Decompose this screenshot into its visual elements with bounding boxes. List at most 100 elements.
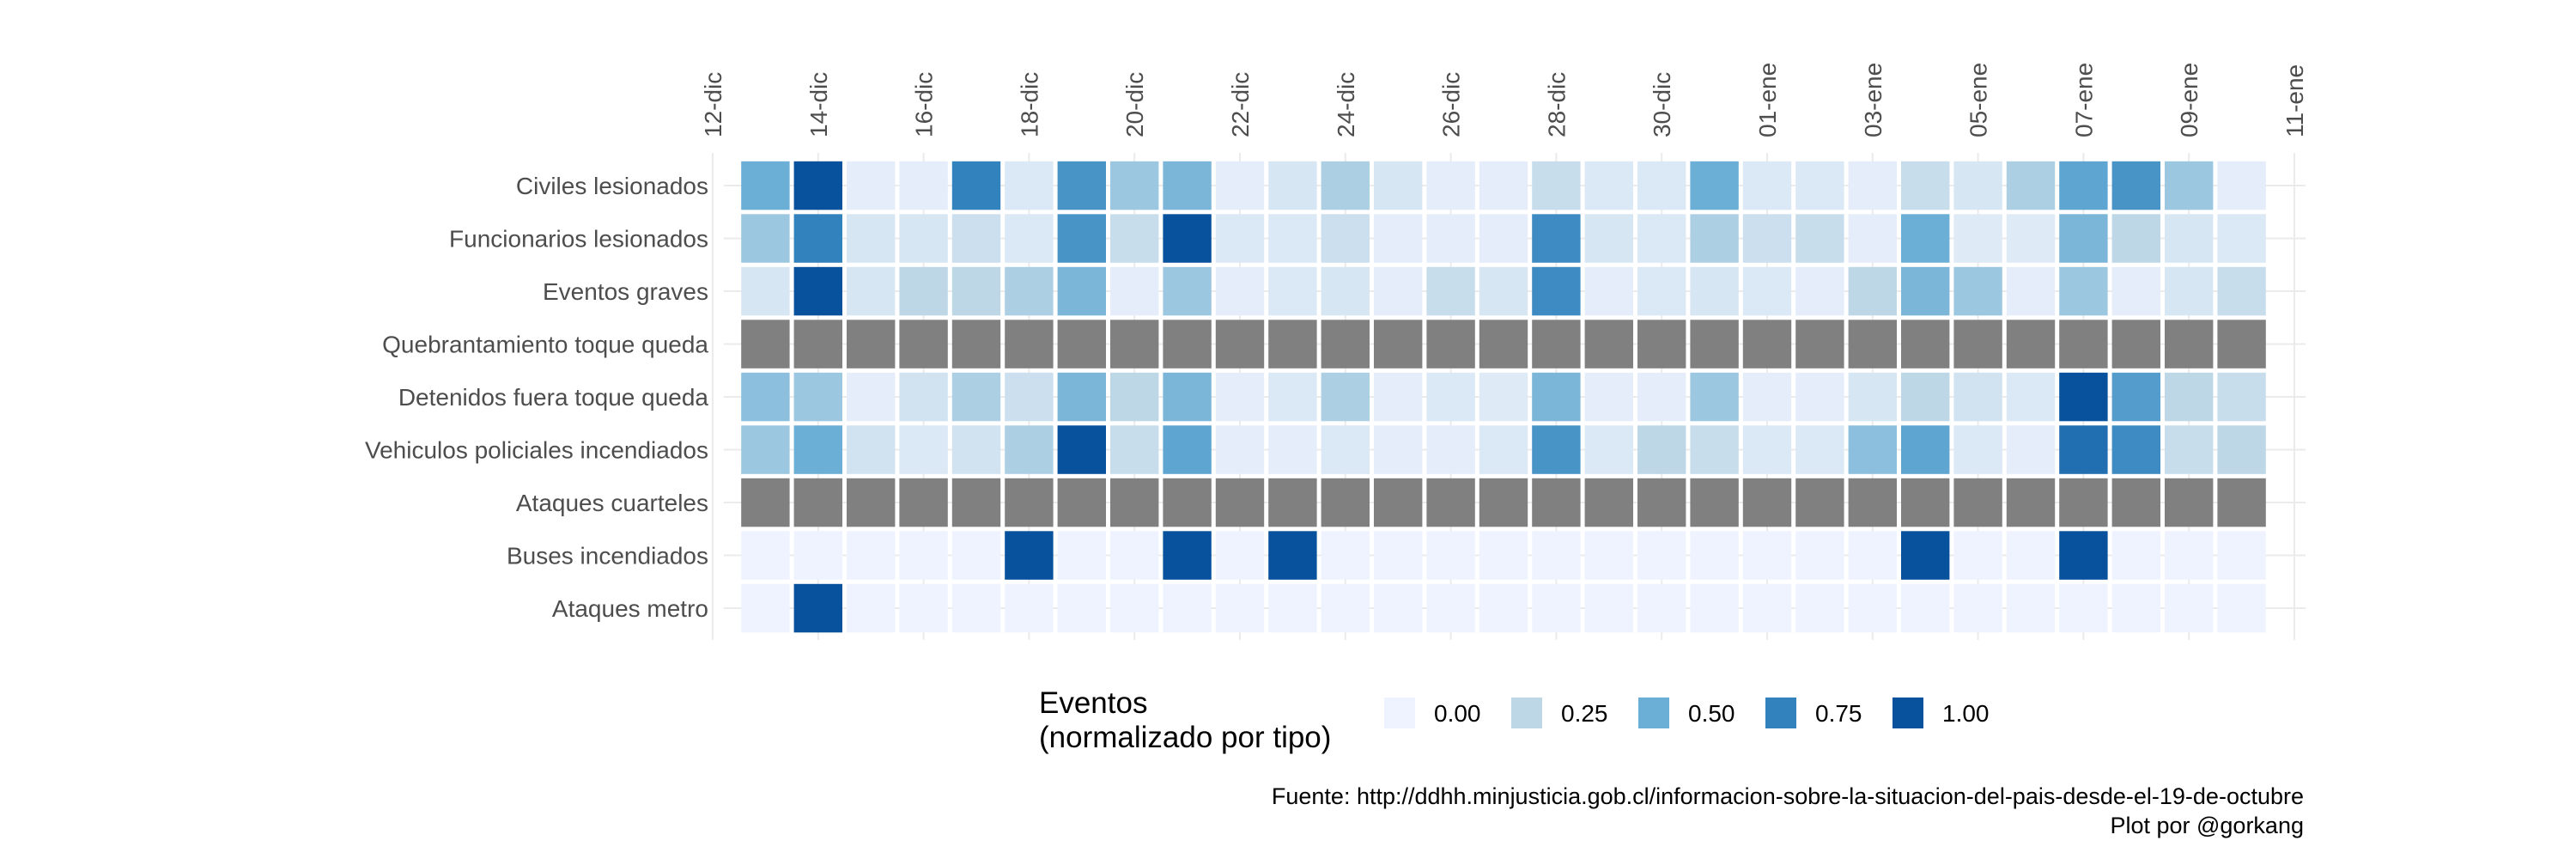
heatmap-cell	[1795, 320, 1844, 369]
heatmap-cell	[2111, 583, 2160, 633]
heatmap-cell	[2217, 266, 2266, 316]
legend-key-swatch	[1384, 698, 1415, 728]
heatmap-cell	[1374, 531, 1423, 580]
heatmap-cell	[847, 425, 896, 474]
x-tick-label: 14-dic	[805, 72, 832, 137]
heatmap-cell	[847, 478, 896, 527]
heatmap-cell	[1795, 372, 1844, 422]
heatmap-cell	[2006, 531, 2056, 580]
x-tick-label: 05-ene	[1965, 63, 1992, 137]
heatmap-cell	[1848, 531, 1897, 580]
heatmap-cell	[1690, 266, 1739, 316]
heatmap-cell	[1637, 425, 1686, 474]
heatmap-cell	[1215, 583, 1265, 633]
heatmap-cell	[1374, 372, 1423, 422]
heatmap-cell	[1637, 583, 1686, 633]
legend-key-swatch	[1511, 698, 1542, 728]
heatmap-cell	[2217, 478, 2266, 527]
legend-key-label: 0.25	[1561, 700, 1608, 727]
heatmap-cell	[1584, 425, 1633, 474]
heatmap-cell	[1426, 583, 1475, 633]
heatmap-cell	[1901, 320, 1950, 369]
heatmap-cell	[2111, 372, 2160, 422]
heatmap-cell	[1426, 266, 1475, 316]
heatmap-cell	[1848, 320, 1897, 369]
heatmap-cell	[1163, 266, 1212, 316]
heatmap-cell	[1848, 372, 1897, 422]
heatmap-cell	[1848, 583, 1897, 633]
heatmap-cell	[1690, 214, 1739, 263]
heatmap-cell	[1742, 583, 1792, 633]
heatmap-cell	[1690, 531, 1739, 580]
heatmap-cell	[1110, 583, 1159, 633]
heatmap-cell	[1215, 320, 1265, 369]
heatmap-cell	[1742, 320, 1792, 369]
heatmap-cell	[793, 214, 842, 263]
heatmap-cell	[951, 531, 1001, 580]
y-tick-label: Ataques metro	[552, 595, 708, 622]
heatmap-cell	[1163, 372, 1212, 422]
heatmap-cell	[1637, 372, 1686, 422]
heatmap-cell	[847, 583, 896, 633]
heatmap-cell	[1795, 214, 1844, 263]
heatmap-cell	[1426, 320, 1475, 369]
heatmap-cell	[1215, 214, 1265, 263]
heatmap-cell	[847, 161, 896, 210]
heatmap-cell	[1215, 531, 1265, 580]
heatmap-cell	[2217, 425, 2266, 474]
heatmap-cell	[1268, 320, 1317, 369]
heatmap-cell	[1584, 583, 1633, 633]
heatmap-cell	[1637, 214, 1686, 263]
heatmap-cell	[2217, 320, 2266, 369]
heatmap-cell	[2059, 372, 2108, 422]
legend-key-label: 0.75	[1815, 700, 1862, 727]
heatmap-cell	[1426, 531, 1475, 580]
heatmap-cell	[1901, 583, 1950, 633]
heatmap-cell	[2006, 372, 2056, 422]
heatmap-cell	[793, 161, 842, 210]
x-tick-label: 20-dic	[1121, 72, 1148, 137]
heatmap-cell	[1215, 478, 1265, 527]
heatmap-cell	[899, 478, 948, 527]
heatmap-cell	[1848, 266, 1897, 316]
heatmap-cell	[2165, 266, 2214, 316]
heatmap-cell	[1268, 372, 1317, 422]
heatmap-cell	[741, 320, 790, 369]
heatmap-cell	[2165, 372, 2214, 422]
heatmap-cell	[2165, 531, 2214, 580]
heatmap-cell	[1215, 372, 1265, 422]
heatmap-cell	[1637, 531, 1686, 580]
heatmap-cell	[1426, 161, 1475, 210]
heatmap-cell	[1057, 266, 1106, 316]
heatmap-cell	[1163, 583, 1212, 633]
heatmap-cell	[1374, 583, 1423, 633]
heatmap-cell	[2006, 320, 2056, 369]
x-tick-label: 07-ene	[2070, 63, 2097, 137]
heatmap-cell	[1953, 161, 2002, 210]
heatmap-cell	[1848, 425, 1897, 474]
heatmap-cell	[1110, 320, 1159, 369]
heatmap-cell	[1215, 425, 1265, 474]
heatmap-cell	[1795, 583, 1844, 633]
heatmap-cell	[1268, 425, 1317, 474]
heatmap-cell	[1690, 425, 1739, 474]
heatmap-cell	[1901, 531, 1950, 580]
heatmap-cell	[2165, 214, 2214, 263]
heatmap-cell	[1742, 161, 1792, 210]
heatmap-cell	[1057, 161, 1106, 210]
heatmap-cell	[1057, 478, 1106, 527]
heatmap-cell	[793, 583, 842, 633]
heatmap-cell	[1479, 478, 1528, 527]
heatmap-cell	[951, 214, 1001, 263]
heatmap-cell	[1953, 531, 2002, 580]
x-tick-label: 16-dic	[911, 72, 938, 137]
heatmap-cell	[1690, 478, 1739, 527]
heatmap-cell	[1953, 266, 2002, 316]
legend: Eventos (normalizado por tipo) 0.00 0.25 0…	[1039, 686, 1990, 754]
heatmap-cell	[1110, 531, 1159, 580]
heatmap-cell	[1005, 214, 1054, 263]
heatmap-cell	[1479, 320, 1528, 369]
heatmap-cell	[847, 266, 896, 316]
heatmap-cell	[1795, 266, 1844, 316]
